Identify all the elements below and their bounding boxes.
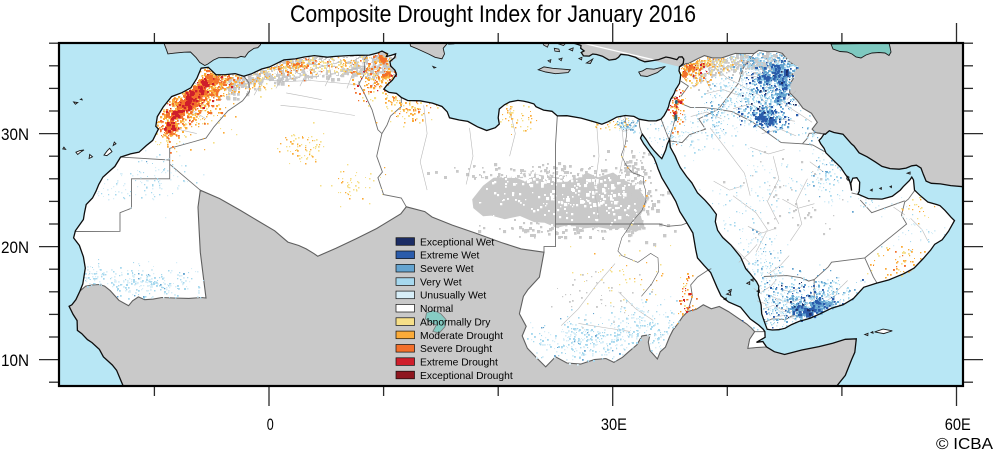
svg-text:Extreme Drought: Extreme Drought <box>420 357 498 368</box>
svg-text:Very Wet: Very Wet <box>420 277 462 288</box>
svg-text:30E: 30E <box>601 415 627 434</box>
svg-text:Composite Drought Index for Ja: Composite Drought Index for January 2016 <box>290 1 696 28</box>
svg-text:20N: 20N <box>1 238 29 257</box>
svg-text:© ICBA: © ICBA <box>936 436 993 452</box>
svg-text:Abnormally Dry: Abnormally Dry <box>420 317 491 328</box>
svg-text:Moderate Drought: Moderate Drought <box>420 331 503 342</box>
svg-text:60E: 60E <box>945 415 971 434</box>
svg-text:Severe Wet: Severe Wet <box>420 264 474 275</box>
svg-text:10N: 10N <box>1 351 29 370</box>
svg-text:Extreme Wet: Extreme Wet <box>420 251 479 262</box>
svg-text:Severe Drought: Severe Drought <box>420 344 492 355</box>
svg-text:Normal: Normal <box>420 304 453 315</box>
svg-text:Unusually Wet: Unusually Wet <box>420 291 486 302</box>
svg-text:30N: 30N <box>1 125 29 144</box>
svg-text:Exceptional Drought: Exceptional Drought <box>420 371 513 382</box>
svg-text:Exceptional Wet: Exceptional Wet <box>420 237 494 248</box>
svg-text:0: 0 <box>267 415 274 434</box>
